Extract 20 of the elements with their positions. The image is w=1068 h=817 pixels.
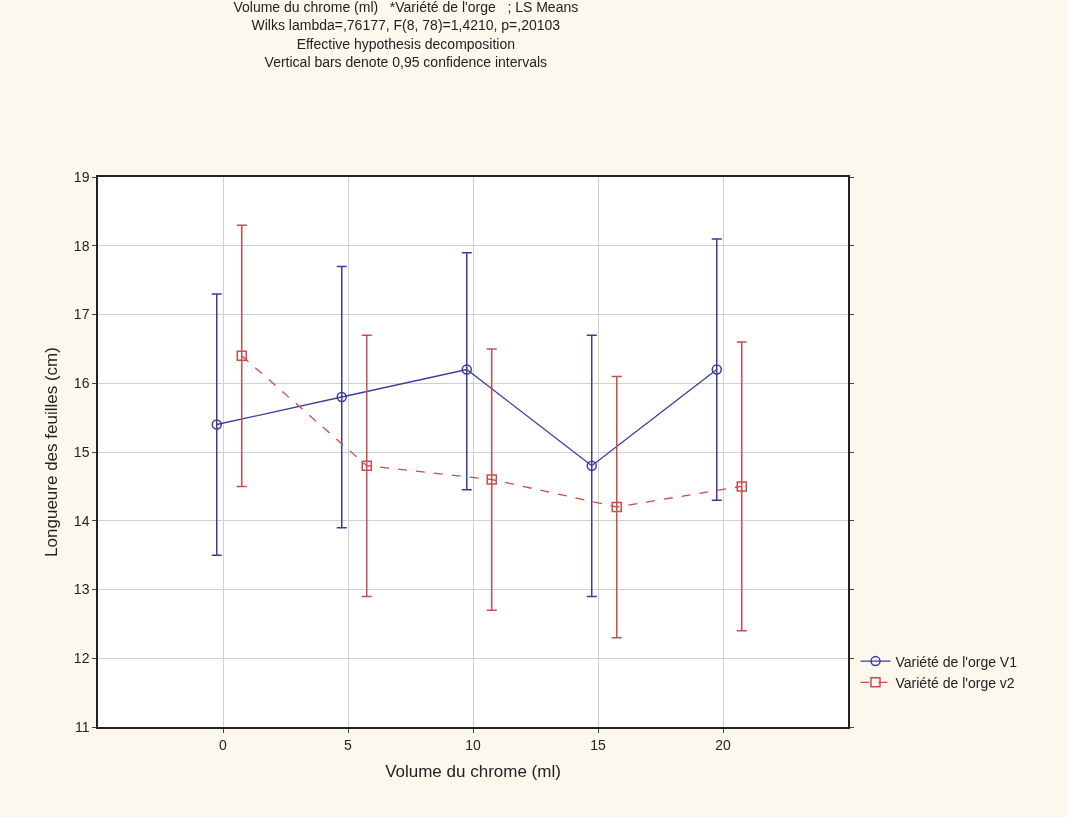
y-tick-label: 16	[73, 375, 90, 392]
y-tick-label: 11	[74, 718, 90, 735]
legend-label: Variété de l'orge v2	[895, 674, 1015, 691]
x-tick-label: 10	[465, 736, 481, 753]
y-tick-label: 18	[73, 237, 90, 254]
y-tick-label: 17	[73, 306, 90, 323]
legend-label: Variété de l'orge V1	[895, 653, 1018, 670]
y-tick-label: 19	[73, 168, 90, 185]
y-tick-label: 13	[73, 581, 90, 598]
y-tick-label: 14	[73, 512, 90, 529]
x-axis-title: Volume du chrome (ml)	[385, 762, 561, 782]
x-tick-label: 0	[219, 736, 228, 753]
x-tick-label: 15	[590, 736, 606, 753]
chart-subtitle: Wilks lambda=,76177, F(8, 78)=1,4210, p=,20103 Effective hypothesis decomposition Vertical bars denote 0,95 confidence intervals	[251, 17, 561, 70]
y-axis-title: Longueure des feuilles (cm)	[41, 347, 61, 557]
y-tick-label: 15	[73, 443, 90, 460]
y-tick-label: 12	[73, 650, 90, 667]
x-tick-label: 5	[344, 736, 353, 753]
chart-title: Volume du chrome (ml) *Variété de l'orge ; LS Means	[233, 0, 579, 16]
x-tick-label: 20	[715, 736, 731, 753]
